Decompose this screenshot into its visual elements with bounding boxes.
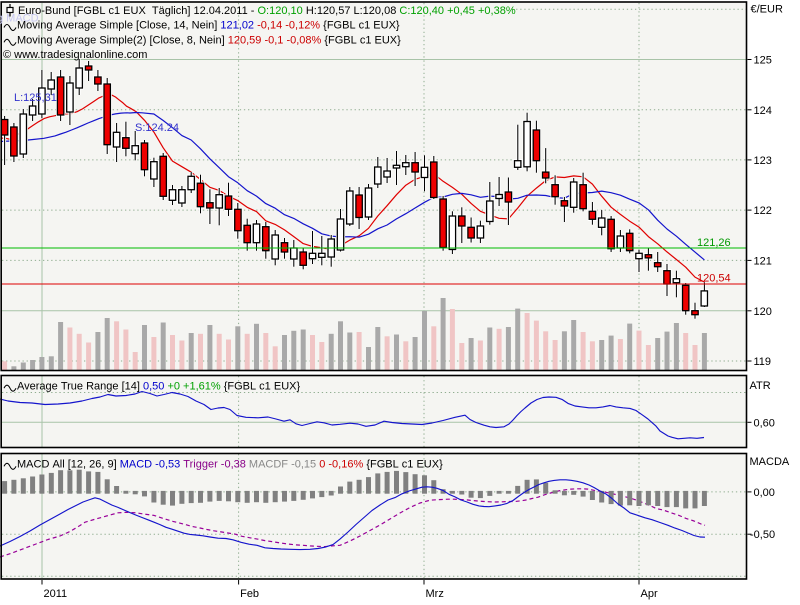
svg-text:Moving Average Simple(2) [Clos: Moving Average Simple(2) [Close, 8, Nein… [17,34,401,46]
svg-text:Feb: Feb [240,588,259,600]
svg-text:Apr: Apr [641,588,658,600]
svg-text:123: 123 [754,155,772,167]
svg-text:MACDA: MACDA [750,456,790,468]
svg-text:121,26: 121,26 [697,237,731,249]
svg-text:121: 121 [754,255,772,267]
svg-text:-0,50: -0,50 [750,529,775,541]
svg-text:Moving Average Simple [Close,: Moving Average Simple [Close, 14, Nein] … [17,20,400,32]
svg-text:0,60: 0,60 [754,417,775,429]
svg-text:MACD All [12, 26, 9] MACD -0,5: MACD All [12, 26, 9] MACD -0,53 Trigger … [17,458,443,470]
svg-text:ATR: ATR [750,380,771,392]
svg-text:© www.tradesignalonline.com: © www.tradesignalonline.com [3,49,147,61]
svg-text:Euro-Bund [FGBL c1 EUX Täglic: Euro-Bund [FGBL c1 EUX Täglich] 12.04.20… [18,5,516,17]
svg-text:L:125,31: L:125,31 [14,92,57,104]
svg-text:125: 125 [754,55,772,67]
svg-text:120,54: 120,54 [697,273,731,285]
svg-text:119: 119 [754,356,772,368]
svg-text:120: 120 [754,306,772,318]
svg-text:122: 122 [754,205,772,217]
svg-text:Mrz: Mrz [426,588,444,600]
svg-text:124: 124 [754,105,772,117]
svg-text:S:124.24: S:124.24 [135,122,179,134]
svg-text:Average True Range [14] 0,50 +: Average True Range [14] 0,50 +0 +1,61% {… [17,380,300,392]
svg-text:€/EUR: €/EUR [751,4,783,16]
svg-text:0,00: 0,00 [754,487,775,499]
svg-text:2011: 2011 [44,588,68,600]
